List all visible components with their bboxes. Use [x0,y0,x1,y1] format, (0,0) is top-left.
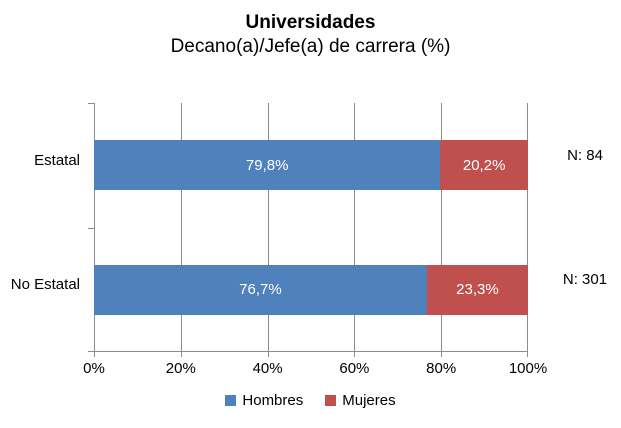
legend: Hombres Mujeres [0,392,621,409]
legend-swatch-hombres [225,395,237,406]
gridline [267,103,269,352]
bar-segment-hombres: 79,8% [94,140,441,191]
chart-title: Universidades [245,12,376,33]
bar-segment-mujeres: 23,3% [426,264,528,315]
axis-tick [441,352,443,357]
category-label: Estatal [34,151,80,169]
axis-tick [354,352,356,357]
x-tick-label: 0% [83,360,105,377]
axis-tick [94,352,95,357]
bar-row: 76,7% 23,3% [94,228,528,353]
x-tick-label: 100% [508,360,548,377]
gridline [354,103,356,352]
bar-value-label: 23,3% [456,281,499,299]
legend-label: Mujeres [342,392,396,409]
bar-value-label: 76,7% [239,281,282,299]
axis-tick [180,352,182,357]
axis-tick [527,352,528,357]
category-axis-labels: Estatal No Estatal [0,103,80,352]
chart-subtitle: Decano(a)/Jefe(a) de carrera (%) [170,36,451,57]
n-count-labels: N: 84 N: 301 [552,103,618,352]
legend-item-hombres: Hombres [225,392,303,409]
gridline [527,103,528,352]
gridline [180,103,182,352]
x-tick-label: 80% [426,360,457,377]
axis-tick [267,352,269,357]
gridline [94,103,95,352]
value-axis-labels: 0% 20% 40% 60% 80% 100% [83,360,547,378]
stacked-bar: 79,8% 20,2% [94,140,528,191]
x-axis-line [94,351,528,352]
gridline [441,103,443,352]
stacked-bar: 76,7% 23,3% [94,264,528,315]
n-label: N: 84 [567,146,603,164]
plot-area: 79,8% 20,2% 76,7% 23,3% [88,103,528,357]
legend-item-mujeres: Mujeres [325,392,396,409]
bar-row: 79,8% 20,2% [94,103,528,228]
legend-label: Hombres [242,392,304,409]
x-tick-label: 20% [165,360,196,377]
category-axis-tick [88,103,94,104]
bar-value-label: 20,2% [462,156,506,174]
x-tick-label: 60% [339,360,370,377]
category-axis-tick [88,351,94,352]
legend-swatch-mujeres [325,395,337,406]
category-label: No Estatal [10,276,80,294]
n-label: N: 301 [562,271,608,289]
chart-header: Universidades Decano(a)/Jefe(a) de carre… [0,11,621,59]
x-tick-label: 40% [252,360,283,377]
bar-segment-mujeres: 20,2% [440,140,528,191]
category-axis-tick [88,227,94,229]
bar-segment-hombres: 76,7% [94,264,427,315]
bar-value-label: 79,8% [245,156,289,174]
